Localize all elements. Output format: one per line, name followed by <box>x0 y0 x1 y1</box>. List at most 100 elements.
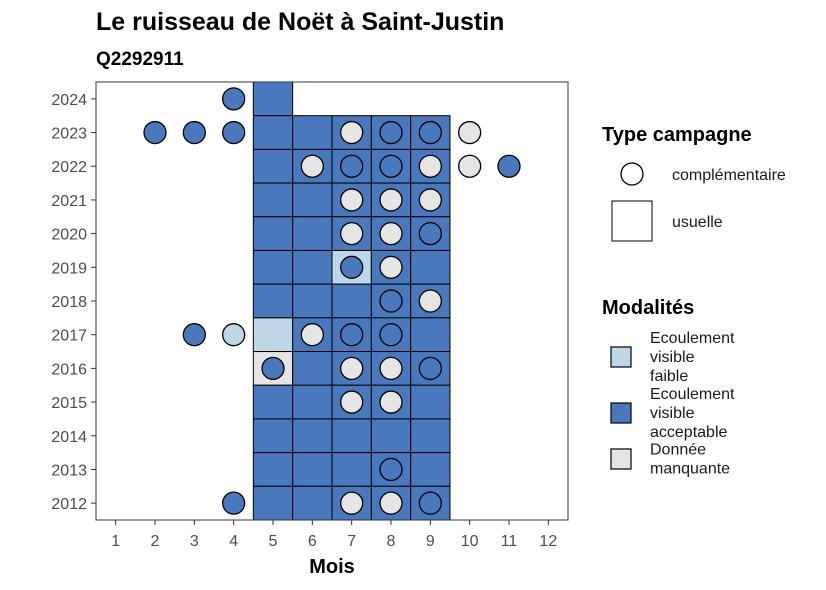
x-tick-label-7: 7 <box>347 533 356 550</box>
point-complementaire-2012-4 <box>222 491 246 515</box>
legend-circle-key <box>620 162 644 186</box>
point-complementaire-2016-7 <box>340 356 364 381</box>
x-tick-label-1: 1 <box>111 533 120 550</box>
point-complementaire-2021-9 <box>418 188 442 212</box>
tile-usuelle-2012-5 <box>252 485 294 521</box>
legend-modalite-label-2: Donnée manquante <box>650 442 730 478</box>
x-axis: 1 2 3 4 5 6 7 8 9 10 11 12 <box>111 520 557 550</box>
point-complementaire-2015-8 <box>379 390 403 414</box>
point-complementaire-2015-7 <box>340 390 364 414</box>
point-complementaire-2017-8 <box>379 323 403 347</box>
tile-usuelle-2022-5 <box>252 148 294 184</box>
tile-usuelle-2014-7 <box>331 418 372 454</box>
point-complementaire-2019-8 <box>379 255 403 279</box>
legend-modalites-title: Modalités <box>602 297 694 319</box>
point-complementaire-2013-8 <box>379 457 403 482</box>
point-complementaire-2018-8 <box>379 289 403 313</box>
tile-usuelle-2018-5 <box>252 283 294 319</box>
legend-modalite-label-0: Ecoulement visible faible <box>650 330 735 385</box>
point-complementaire-2012-9 <box>418 491 442 515</box>
x-tick-label-2: 2 <box>151 533 160 550</box>
tile-usuelle-2012-6 <box>292 485 333 521</box>
tile-usuelle-2024-5 <box>252 81 294 117</box>
tile-usuelle-2013-5 <box>252 452 294 487</box>
tile-usuelle-2015-6 <box>292 384 333 420</box>
tile-usuelle-2021-5 <box>252 182 294 218</box>
tile-usuelle-2014-8 <box>370 418 412 454</box>
legend-modalite-key-0 <box>610 346 632 368</box>
point-complementaire-2024-4 <box>222 87 246 111</box>
tile-usuelle-2016-6 <box>292 351 333 386</box>
point-complementaire-2019-7 <box>340 255 364 279</box>
point-complementaire-2023-3 <box>182 120 206 145</box>
tile-usuelle-2023-6 <box>292 115 333 150</box>
tile-usuelle-2019-9 <box>410 249 451 285</box>
tile-usuelle-2014-9 <box>410 418 451 454</box>
y-tick-label-2017: 2017 <box>51 328 87 345</box>
point-complementaire-2022-9 <box>418 154 442 178</box>
point-complementaire-2022-6 <box>300 154 324 178</box>
tile-usuelle-2017-5 <box>252 317 294 353</box>
x-tick-label-5: 5 <box>269 533 278 550</box>
tile-usuelle-2017-9 <box>410 317 451 353</box>
point-complementaire-2021-7 <box>340 188 364 212</box>
legend-square-key <box>611 200 653 242</box>
y-tick-label-2013: 2013 <box>51 462 87 479</box>
legend-modalite-key-2 <box>610 448 632 470</box>
x-tick-label-8: 8 <box>387 533 396 550</box>
y-tick-label-2015: 2015 <box>51 395 87 412</box>
point-complementaire-2020-8 <box>379 221 403 246</box>
tile-usuelle-2019-5 <box>252 249 294 285</box>
tile-usuelle-2019-6 <box>292 249 333 285</box>
x-tick-label-9: 9 <box>426 533 435 550</box>
point-complementaire-2023-4 <box>222 120 246 145</box>
point-complementaire-2017-4 <box>222 323 246 347</box>
points-layer <box>143 87 521 515</box>
y-tick-label-2016: 2016 <box>51 361 87 378</box>
point-complementaire-2017-6 <box>300 323 324 347</box>
y-tick-label-2012: 2012 <box>51 496 87 513</box>
tile-usuelle-2020-6 <box>292 216 333 251</box>
x-tick-label-10: 10 <box>461 533 479 550</box>
point-complementaire-2012-8 <box>379 491 403 515</box>
y-tick-label-2024: 2024 <box>51 92 87 109</box>
tile-usuelle-2018-7 <box>331 283 372 319</box>
point-complementaire-2023-10 <box>458 120 482 145</box>
point-complementaire-2017-7 <box>340 323 364 347</box>
point-complementaire-2023-2 <box>143 120 167 145</box>
tile-usuelle-2014-6 <box>292 418 333 454</box>
y-axis: 2012 2013 2014 2015 2016 2017 2018 2019 2020 2021… <box>51 92 96 513</box>
tile-usuelle-2015-5 <box>252 384 294 420</box>
legend-modalite-label-1: Ecoulement visible acceptable <box>650 386 735 441</box>
legend: Type campagne complémentaire usuelle Mod… <box>602 124 786 478</box>
tile-usuelle-2023-5 <box>252 115 294 150</box>
x-tick-label-3: 3 <box>190 533 199 550</box>
y-tick-label-2022: 2022 <box>51 159 87 176</box>
point-complementaire-2020-7 <box>340 221 364 246</box>
point-complementaire-2018-9 <box>418 289 442 313</box>
y-tick-label-2021: 2021 <box>51 193 87 210</box>
tile-usuelle-2018-6 <box>292 283 333 319</box>
y-tick-label-2019: 2019 <box>51 260 87 277</box>
tile-usuelle-2013-9 <box>410 452 451 487</box>
point-complementaire-2020-9 <box>418 221 442 246</box>
tile-usuelle-2014-5 <box>252 418 294 454</box>
tile-usuelle-2021-6 <box>292 182 333 218</box>
point-complementaire-2016-9 <box>418 356 442 381</box>
y-tick-label-2020: 2020 <box>51 227 87 244</box>
x-tick-label-6: 6 <box>308 533 317 550</box>
point-complementaire-2012-7 <box>340 491 364 515</box>
tile-usuelle-2013-7 <box>331 452 372 487</box>
chart-subtitle: Q2292911 <box>96 49 184 70</box>
legend-type-label-usuelle: usuelle <box>672 214 723 231</box>
point-complementaire-2022-11 <box>497 154 521 178</box>
legend-type-label-complementaire: complémentaire <box>672 167 786 184</box>
tile-usuelle-2013-6 <box>292 452 333 487</box>
chart-title: Le ruisseau de Noët à Saint-Justin <box>96 8 504 36</box>
point-complementaire-2023-9 <box>418 120 442 145</box>
point-complementaire-2023-8 <box>379 120 403 145</box>
y-tick-label-2018: 2018 <box>51 294 87 311</box>
y-tick-label-2023: 2023 <box>51 126 87 143</box>
